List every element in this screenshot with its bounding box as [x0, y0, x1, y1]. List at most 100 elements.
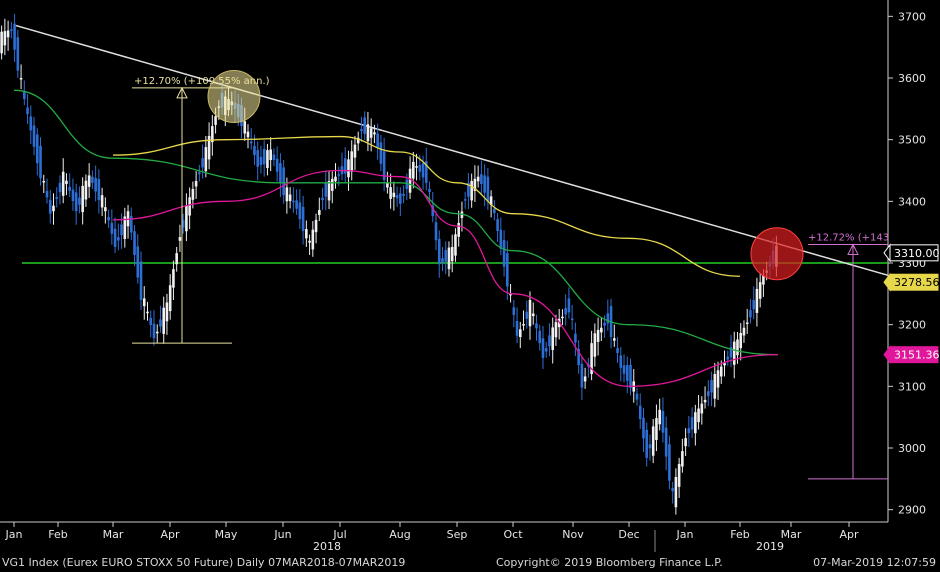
candle-body [651, 426, 655, 456]
candle-body [415, 166, 418, 168]
candle-body [6, 30, 10, 38]
candle-body [13, 23, 16, 50]
candle-body [292, 200, 295, 203]
candle-body [622, 365, 626, 374]
candle-body [29, 116, 33, 131]
candle-body [454, 234, 457, 256]
price-tag-pointer [883, 345, 891, 365]
candle-body [87, 175, 91, 187]
candle-body [178, 237, 182, 241]
x-tick-label: Dec [618, 528, 639, 541]
candle-body [412, 161, 415, 179]
y-tick-label: 3700 [898, 10, 926, 23]
candle-body [353, 144, 357, 158]
candle-body [305, 229, 308, 239]
x-tick-label: Jan [5, 528, 23, 541]
candle-body [625, 365, 629, 381]
x-tick-label: Apr [839, 528, 859, 541]
candle-body [39, 145, 42, 179]
candle-body [74, 192, 78, 212]
candle-body [739, 332, 743, 349]
candle-body [548, 335, 551, 347]
candle-body [515, 320, 519, 336]
candle-body [55, 197, 59, 199]
candle-body [694, 412, 697, 434]
y-tick-label: 2900 [898, 504, 926, 517]
candle-body [168, 285, 172, 312]
candle-body [713, 374, 717, 399]
candle-body [593, 333, 597, 357]
candle-body [308, 240, 311, 243]
candle-body [441, 258, 444, 263]
candle-body [10, 29, 13, 31]
candle-body [600, 327, 603, 333]
candle-body [525, 311, 529, 319]
candle-body [531, 313, 535, 317]
candle-body [269, 149, 272, 161]
price-tag-pointer [883, 272, 891, 292]
candle-body [447, 247, 451, 270]
candle-body [19, 78, 23, 80]
candle-body [690, 417, 694, 430]
candle-body [91, 176, 94, 183]
candle-body [3, 31, 7, 46]
candle-body [629, 364, 632, 388]
price-tag-label: 3310.00 [894, 247, 940, 260]
candle-body [580, 363, 584, 388]
moving-average-line [112, 169, 779, 387]
candle-body [522, 324, 525, 326]
y-tick-label: 3000 [898, 442, 926, 455]
candle-body [749, 310, 752, 318]
candle-body [535, 323, 538, 329]
candle-body [528, 300, 532, 327]
footer-security-info: VG1 Index (Eurex EURO STOXX 50 Future) D… [2, 556, 406, 569]
x-tick-label: Jan [676, 528, 694, 541]
candle-body [434, 222, 438, 241]
footer-copyright: Copyright© 2019 Bloomberg Finance L.P. [496, 556, 723, 569]
x-tick-label: Jul [332, 528, 346, 541]
candle-body [755, 288, 759, 313]
candle-body [373, 132, 376, 135]
candle-body [71, 189, 75, 202]
candle-body [677, 464, 681, 487]
candle-body [538, 330, 542, 344]
x-tick-label: Nov [562, 528, 584, 541]
candle-body [201, 158, 204, 168]
candle-body [758, 282, 762, 299]
candle-body [726, 356, 730, 360]
candle-body [424, 161, 428, 183]
candle-body [81, 185, 84, 213]
candle-body [142, 298, 146, 307]
candle-body [668, 444, 671, 481]
candle-body [635, 393, 639, 400]
candle-body [700, 403, 704, 414]
candle-body [596, 329, 600, 342]
candle-body [574, 333, 577, 343]
candle-body [191, 189, 195, 200]
candle-body [431, 205, 435, 217]
candle-body [155, 331, 159, 334]
candle-body [483, 175, 486, 193]
candle-body [262, 148, 266, 165]
candle-body [256, 150, 260, 167]
candle-body [408, 168, 412, 193]
candle-body [42, 180, 46, 183]
year-label: 2018 [313, 540, 341, 553]
candle-body [392, 192, 396, 198]
candle-body [318, 209, 321, 215]
candle-body [188, 197, 191, 216]
candle-body [476, 176, 480, 182]
candle-body [389, 187, 392, 199]
candle-body [214, 116, 217, 125]
candle-body [437, 238, 441, 265]
candle-body [418, 164, 422, 172]
candle-body [687, 428, 691, 434]
candle-body [321, 197, 324, 201]
candle-body [337, 174, 341, 176]
x-tick-label: Mar [103, 528, 124, 541]
candle-body [606, 313, 610, 324]
candle-body [707, 391, 710, 397]
candle-body [16, 37, 20, 71]
candle-body [123, 216, 127, 239]
